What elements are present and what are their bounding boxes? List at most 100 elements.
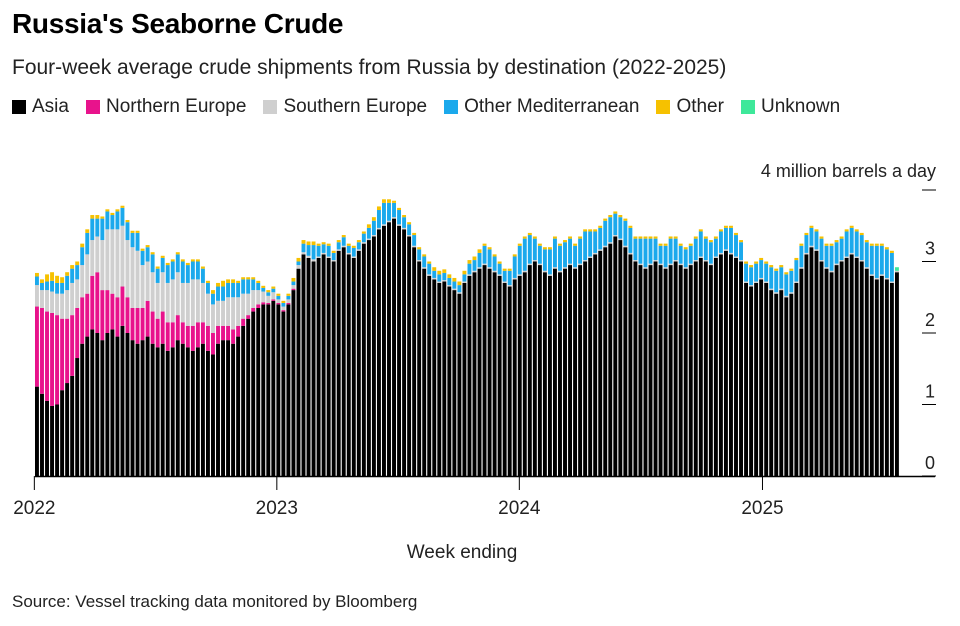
bar-segment xyxy=(492,272,497,476)
bar-segment xyxy=(814,229,819,232)
bar-segment xyxy=(462,281,467,283)
bar-segment xyxy=(613,236,618,476)
bar-segment xyxy=(608,215,613,218)
legend-label-southern-europe: Southern Europe xyxy=(283,96,428,117)
bar-segment xyxy=(759,279,764,477)
bar-segment xyxy=(266,290,271,293)
bar-segment xyxy=(477,267,482,269)
x-tick-label: 2025 xyxy=(741,498,783,519)
bar-segment xyxy=(241,318,246,326)
bar-segment xyxy=(462,270,467,275)
bar-segment xyxy=(583,231,588,261)
bar-segment xyxy=(266,295,271,303)
bar-segment xyxy=(744,281,749,283)
bar-segment xyxy=(281,311,286,476)
bar-segment xyxy=(145,336,150,476)
bar-segment xyxy=(859,261,864,476)
x-tick-label: 2022 xyxy=(13,498,55,519)
bar-segment xyxy=(115,211,120,230)
bar-segment xyxy=(50,312,55,406)
bar-segment xyxy=(231,297,236,330)
legend: Asia Northern Europe Southern Europe Oth… xyxy=(12,96,892,118)
bar-segment xyxy=(844,257,849,476)
bar-segment xyxy=(683,249,688,268)
bar-segment xyxy=(371,220,376,236)
bar-segment xyxy=(739,242,743,261)
bar-segment xyxy=(457,293,462,476)
bar-segment xyxy=(175,272,180,316)
bar-segment xyxy=(819,261,824,476)
bar-segment xyxy=(276,295,281,300)
bar-segment xyxy=(583,260,588,262)
legend-item-asia: Asia xyxy=(12,96,69,118)
bar-segment xyxy=(779,290,784,476)
bar-segment xyxy=(195,347,200,476)
legend-label-other: Other xyxy=(676,96,724,117)
bar-segment xyxy=(462,282,467,476)
bar-segment xyxy=(387,202,391,221)
bar-segment xyxy=(376,210,381,228)
bar-segment xyxy=(769,288,774,291)
bar-segment xyxy=(804,232,809,236)
bar-segment xyxy=(884,249,889,278)
bar-segment xyxy=(552,267,557,269)
bar-segment xyxy=(366,240,371,476)
bar-segment xyxy=(668,263,673,266)
bar-segment xyxy=(105,333,110,476)
bar-segment xyxy=(477,249,482,253)
bar-segment xyxy=(874,279,879,477)
bar-segment xyxy=(839,236,844,239)
bar-segment xyxy=(879,245,884,275)
bar-segment xyxy=(160,255,165,258)
bar-segment xyxy=(251,290,256,308)
bar-segment xyxy=(678,263,683,266)
bar-segment xyxy=(859,235,864,261)
bar-segment xyxy=(784,274,789,296)
bar-segment xyxy=(507,286,512,476)
bar-segment xyxy=(693,261,698,476)
bar-segment xyxy=(376,229,381,476)
bar-segment xyxy=(829,243,834,246)
bar-segment xyxy=(165,265,170,283)
bar-segment xyxy=(819,236,824,239)
bar-segment xyxy=(643,267,648,269)
bar-segment xyxy=(336,249,341,251)
bar-segment xyxy=(392,218,396,476)
bar-segment xyxy=(829,245,834,271)
bar-segment xyxy=(261,291,266,303)
bar-segment xyxy=(185,262,190,266)
bar-segment xyxy=(663,267,668,269)
bar-segment xyxy=(301,240,306,244)
bar-segment xyxy=(894,267,899,271)
bar-segment xyxy=(889,252,894,282)
bar-segment xyxy=(417,260,422,262)
bar-segment xyxy=(150,272,155,312)
bar-segment xyxy=(829,270,834,273)
bar-segment xyxy=(261,302,266,305)
bar-segment xyxy=(487,249,492,268)
bar-segment xyxy=(256,307,261,476)
bar-segment xyxy=(120,207,125,226)
bar-segment xyxy=(45,290,49,312)
bar-segment xyxy=(754,261,759,264)
bar-segment xyxy=(160,257,165,273)
bar-segment xyxy=(306,245,311,256)
bar-segment xyxy=(734,256,738,258)
bar-segment xyxy=(236,282,241,298)
bar-segment xyxy=(291,290,296,476)
bar-segment xyxy=(698,231,703,257)
bar-segment xyxy=(804,235,809,253)
bar-segment xyxy=(226,340,231,476)
legend-swatch-other xyxy=(656,100,671,114)
bar-segment xyxy=(628,227,633,253)
bar-segment xyxy=(608,242,613,244)
bar-segment xyxy=(55,404,60,476)
bar-segment xyxy=(397,210,402,225)
bar-segment xyxy=(407,235,412,237)
bar-segment xyxy=(432,279,437,477)
bar-segment xyxy=(351,247,356,257)
bar-segment xyxy=(226,279,231,283)
bar-segment xyxy=(145,261,150,301)
bar-segment xyxy=(190,325,195,351)
bar-segment xyxy=(578,263,583,266)
